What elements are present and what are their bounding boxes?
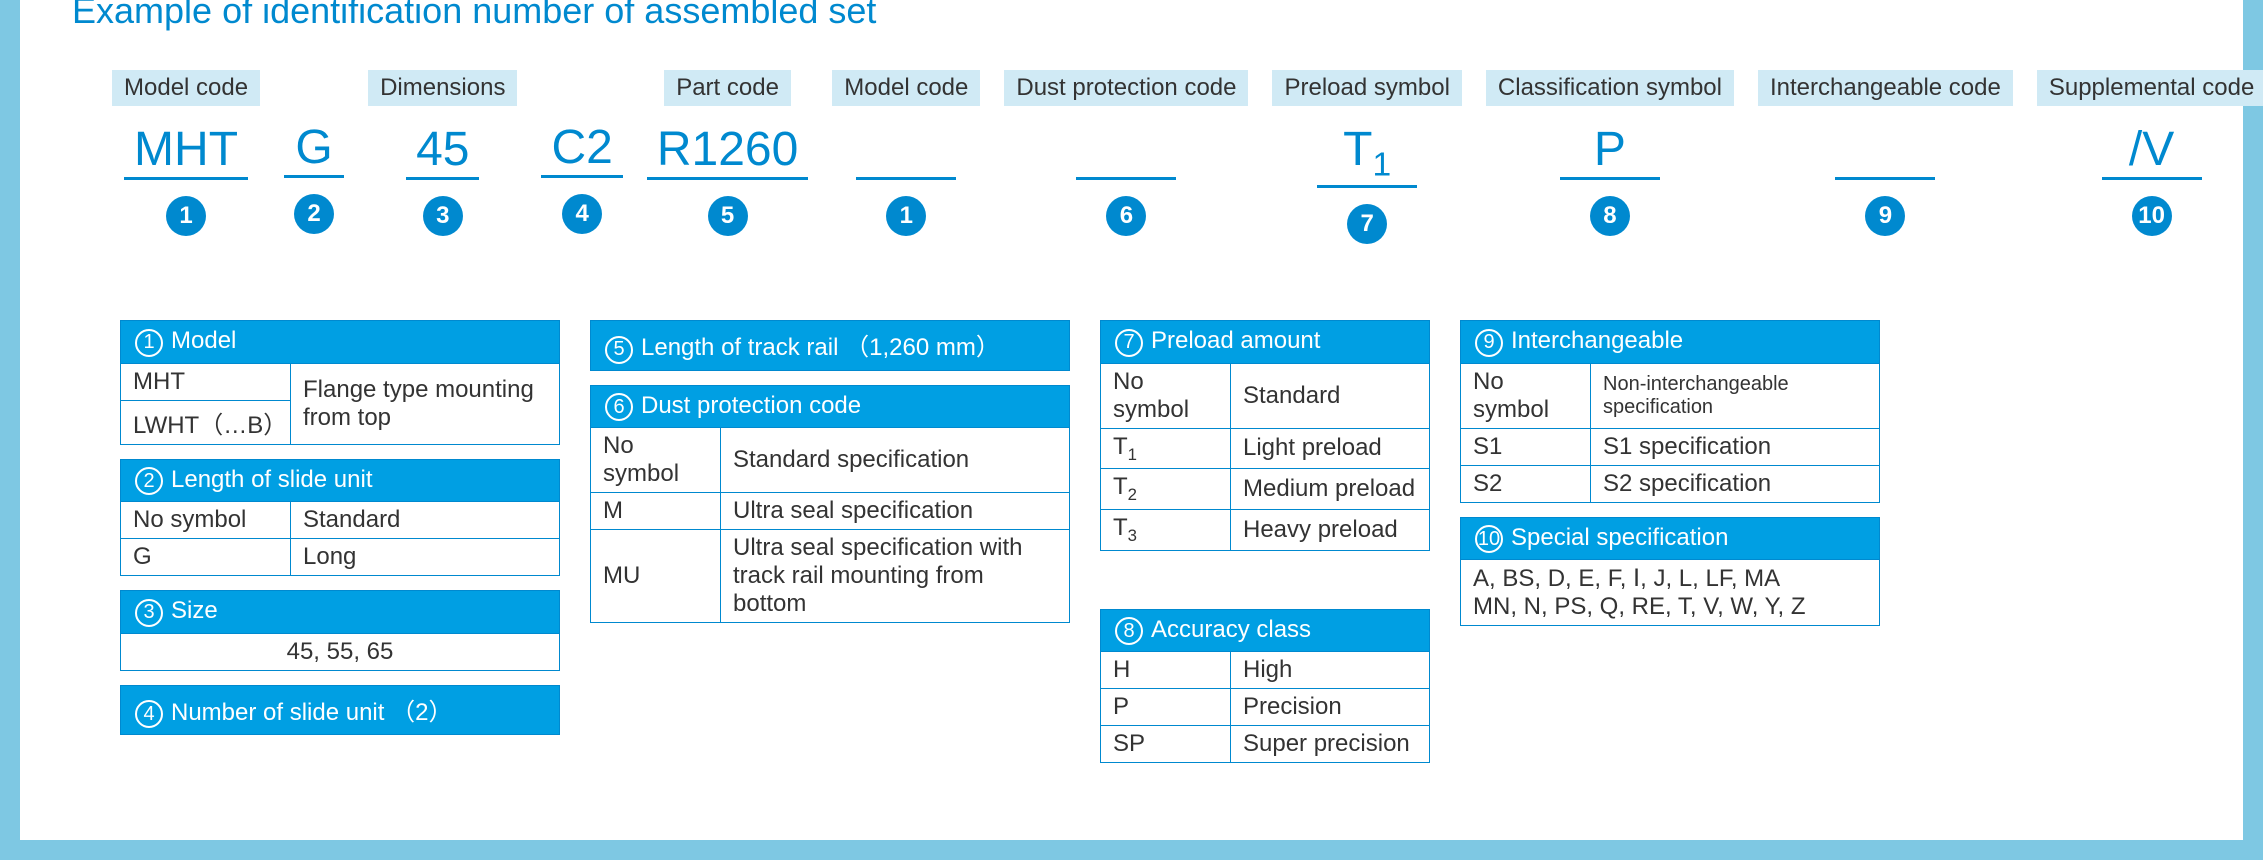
box-track-rail: 5Length of track rail （1,260 mm） xyxy=(590,320,1070,371)
segment: Part code R1260 5 xyxy=(647,70,808,236)
segment-label: Model code xyxy=(112,70,260,106)
legend-boxes: 1Model MHTFlange type mounting from top … xyxy=(20,320,2243,840)
segment-label: Interchangeable code xyxy=(1758,70,2013,106)
segment: C24 xyxy=(541,70,622,234)
box-accuracy: 8Accuracy class HHigh PPrecision SPSuper… xyxy=(1100,609,1430,764)
segment-value xyxy=(1835,122,1935,180)
legend-col-1: 1Model MHTFlange type mounting from top … xyxy=(120,320,560,840)
segment-value: R1260 xyxy=(647,122,808,180)
segment-value xyxy=(856,122,956,180)
segment-number: 5 xyxy=(708,196,748,236)
legend-col-4: 9Interchangeable No symbolNon-interchang… xyxy=(1460,320,1880,840)
box-interchangeable: 9Interchangeable No symbolNon-interchang… xyxy=(1460,320,1880,503)
diagram-container: Example of identification number of asse… xyxy=(0,0,2263,860)
segment-label: Classification symbol xyxy=(1486,70,1734,106)
page-title: Example of identification number of asse… xyxy=(62,0,886,32)
segment-label: Dust protection code xyxy=(1004,70,1248,106)
segment: Dust protection code 6 xyxy=(1004,70,1248,236)
segment: G2 xyxy=(284,70,344,234)
box-special: 10Special specification A, BS, D, E, F, … xyxy=(1460,517,1880,627)
segment: Interchangeable code 9 xyxy=(1758,70,2013,236)
segment-label: Preload symbol xyxy=(1272,70,1461,106)
box-length-slide: 2Length of slide unit No symbolStandard … xyxy=(120,459,560,577)
segment: Dimensions 45 3 xyxy=(368,70,517,236)
box-model: 1Model MHTFlange type mounting from top … xyxy=(120,320,560,445)
segment-value xyxy=(1076,122,1176,180)
segment-value: P xyxy=(1560,122,1660,180)
box-preload: 7Preload amount No symbolStandard T1Ligh… xyxy=(1100,320,1430,551)
segment: Model code 1 xyxy=(832,70,980,236)
legend-col-2: 5Length of track rail （1,260 mm） 6Dust p… xyxy=(590,320,1070,840)
segment: Classification symbol P 8 xyxy=(1486,70,1734,236)
segment-number: 9 xyxy=(1865,196,1905,236)
segment-value: G xyxy=(284,120,344,178)
segment-number: 7 xyxy=(1347,204,1387,244)
legend-col-3: 7Preload amount No symbolStandard T1Ligh… xyxy=(1100,320,1430,840)
segment-label: Part code xyxy=(664,70,791,106)
segment-number: 1 xyxy=(166,196,206,236)
segment-number: 3 xyxy=(423,196,463,236)
segment-value: T1 xyxy=(1317,122,1417,188)
segment-number: 1 xyxy=(886,196,926,236)
segment-value: C2 xyxy=(541,120,622,178)
segment-number: 4 xyxy=(562,194,602,234)
segment: Preload symbol T1 7 xyxy=(1272,70,1461,244)
box-num-slide: 4Number of slide unit （2） xyxy=(120,685,560,736)
segment-number: 8 xyxy=(1590,196,1630,236)
segment: Model code MHT 1 xyxy=(112,70,260,236)
box-dust: 6Dust protection code No symbolStandard … xyxy=(590,385,1070,624)
segment-value: /V xyxy=(2102,122,2202,180)
segment-value: MHT xyxy=(124,122,248,180)
identification-row: Model codeMHT1G2Dimensions453C24Part cod… xyxy=(20,70,2243,244)
segment-label: Dimensions xyxy=(368,70,517,106)
segment-label: Model code xyxy=(832,70,980,106)
box-size: 3Size 45, 55, 65 xyxy=(120,590,560,671)
segment: Supplemental code/V 10 xyxy=(2037,70,2263,236)
segment-number: 6 xyxy=(1106,196,1146,236)
segment-number: 2 xyxy=(294,194,334,234)
segment-value: 45 xyxy=(406,122,479,180)
special-content: A, BS, D, E, F, Ⅰ, J, L, LF, MA MN, N, P… xyxy=(1461,560,1880,626)
segment-number: 10 xyxy=(2132,196,2172,236)
segment-label: Supplemental code xyxy=(2037,70,2263,106)
